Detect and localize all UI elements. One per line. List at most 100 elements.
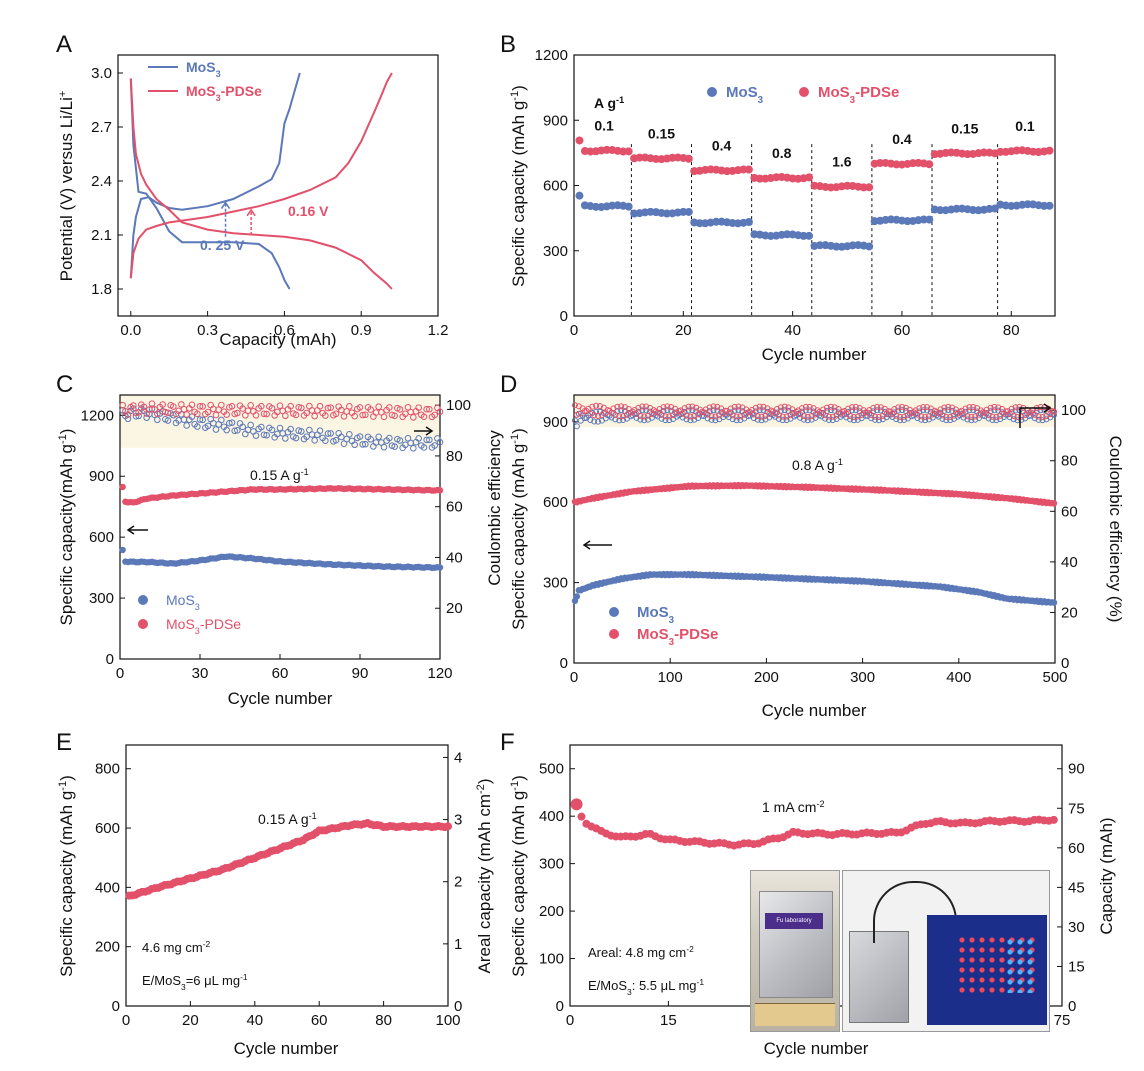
capacity-point (1050, 500, 1058, 507)
ce-point (218, 401, 225, 409)
ce-point (685, 403, 692, 410)
ce-point (618, 403, 625, 410)
ce-point (800, 413, 807, 420)
polarization-label: 0. 25 V (200, 237, 245, 253)
ce-point (825, 417, 832, 424)
ce-point (263, 410, 270, 418)
ce-point (164, 409, 172, 417)
ce-point (292, 434, 300, 442)
rate-label: 0.8 A g-1 (792, 457, 843, 473)
ce-point (589, 403, 596, 410)
ce-point (135, 409, 142, 416)
capacity-point (805, 173, 814, 182)
ce-point (375, 433, 382, 441)
ce-point (1035, 413, 1042, 420)
y-tick-label: 100 (539, 951, 564, 968)
led-array-blue (1005, 937, 1035, 993)
ce-point (662, 413, 669, 420)
ce-point (779, 417, 786, 424)
ce-point (781, 407, 788, 414)
ce-point (666, 413, 673, 420)
capacity-point (119, 483, 126, 491)
ce-point (234, 409, 241, 417)
ce-point (947, 413, 954, 420)
y-tick-label: 2.1 (91, 227, 112, 244)
ce-point (760, 403, 767, 410)
capacity-point (570, 798, 583, 811)
ce-point (303, 409, 310, 417)
ce-point (941, 404, 948, 411)
voltage-curve (129, 72, 301, 279)
capacity-point (575, 191, 584, 200)
ce-point (247, 401, 254, 409)
arrow-head (220, 201, 231, 210)
ce-point (683, 416, 690, 423)
ce-point (687, 413, 694, 420)
y-axis-label: Specific capacity (mAh g-1) (509, 428, 528, 630)
x-tick-label: 75 (1054, 1012, 1071, 1029)
legend-marker (609, 607, 619, 617)
right-axis-arrow (1019, 407, 1050, 428)
ce-point (252, 411, 260, 419)
y2-tick-label: 80 (1061, 453, 1078, 470)
ce-point (689, 407, 696, 414)
ce-point (916, 408, 923, 415)
ce-point (970, 403, 977, 410)
ce-point (268, 426, 276, 434)
ce-point (375, 403, 382, 411)
x-tick-label: 300 (850, 669, 875, 686)
panel-letter-b: B (500, 31, 516, 58)
x-tick-label: 0.0 (120, 322, 141, 339)
ce-point (687, 417, 694, 424)
ce-point (754, 416, 761, 423)
ce-point (781, 403, 788, 410)
rate-label: 0.1 (594, 118, 614, 134)
loading-note: Areal: 4.8 mg cm-2 (588, 944, 694, 960)
ce-point (324, 404, 332, 412)
ce-point (800, 416, 807, 423)
ce-point (849, 404, 856, 411)
ce-point (847, 413, 854, 420)
ce-point (872, 416, 879, 423)
ce-point (591, 412, 598, 419)
panel-letter-d: D (500, 371, 517, 398)
ce-point (877, 404, 884, 411)
ce-point (804, 417, 811, 424)
y-tick-label: 900 (89, 468, 114, 485)
legend-marker (609, 629, 619, 639)
ce-point (199, 403, 206, 410)
voltage-curve (129, 72, 393, 279)
y-tick-label: 600 (95, 820, 120, 837)
x-tick-label: 200 (754, 669, 779, 686)
ce-point (854, 416, 861, 423)
y-tick-label: 0 (560, 655, 568, 672)
ce-point (758, 413, 765, 420)
ce-point (228, 402, 236, 410)
ce-point (573, 411, 580, 418)
y2-tick-label: 60 (1068, 840, 1085, 857)
ce-point (148, 400, 156, 408)
ce-point (658, 411, 665, 418)
ce-point (1018, 413, 1025, 420)
ce-point (276, 402, 284, 409)
x-axis-label: Cycle number (762, 701, 867, 720)
legend-marker (138, 595, 148, 605)
ce-point (596, 403, 603, 410)
led-board (927, 915, 1047, 1025)
ce-point (159, 401, 166, 408)
ce-point (875, 417, 882, 424)
ce-point (252, 432, 260, 439)
ce-point (850, 417, 857, 424)
ce-point (431, 442, 438, 449)
rate-label: 0.15 (648, 125, 675, 141)
electrolyte-note: E/MoS3: 5.5 μL mg-1 (588, 977, 704, 997)
y2-tick-label: 0 (454, 998, 462, 1015)
ce-point (731, 403, 738, 410)
ce-point (311, 412, 318, 420)
ce-point (239, 423, 246, 431)
ce-point (367, 435, 374, 443)
ce-point (854, 413, 861, 420)
ce-point (258, 423, 265, 431)
ce-point (212, 426, 220, 433)
y-tick-label: 2.7 (91, 119, 112, 136)
